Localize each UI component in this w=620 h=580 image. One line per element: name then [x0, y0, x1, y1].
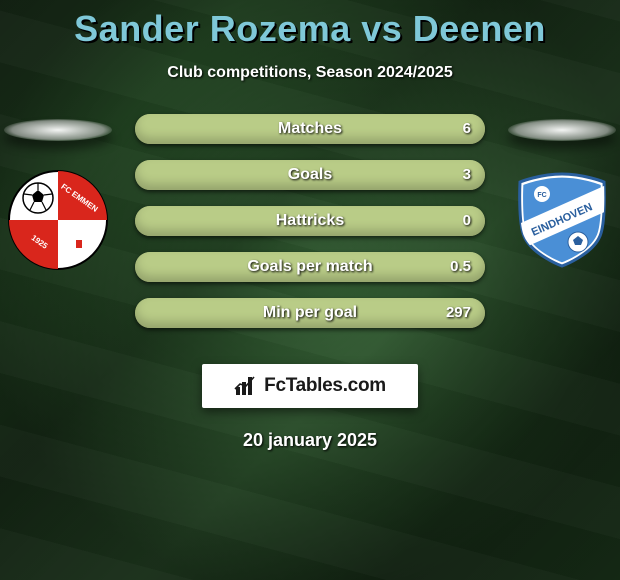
date-label: 20 january 2025 — [0, 430, 620, 451]
bar-goals: Goals 3 — [135, 160, 485, 190]
fc-eindhoven-logo-icon: EINDHOVEN FC — [512, 170, 612, 270]
bar-hattricks-label: Hattricks — [135, 206, 485, 236]
svg-text:FC: FC — [537, 192, 546, 199]
bar-matches-value: 6 — [463, 114, 471, 144]
bar-matches-label: Matches — [135, 114, 485, 144]
bar-goals-per-match: Goals per match 0.5 — [135, 252, 485, 282]
crest-shadow-right — [508, 119, 616, 141]
page-title: Sander Rozema vs Deenen — [0, 8, 620, 50]
bar-goals-value: 3 — [463, 160, 471, 190]
bar-min-per-goal: Min per goal 297 — [135, 298, 485, 328]
team-right-crest: EINDHOVEN FC — [512, 170, 612, 270]
brand-name: FcTables.com — [264, 375, 386, 397]
bar-gpm-value: 0.5 — [450, 252, 471, 282]
team-left-crest: FC EMMEN 1925 — [8, 170, 108, 270]
bar-mpg-label: Min per goal — [135, 298, 485, 328]
fc-emmen-logo-icon: FC EMMEN 1925 — [8, 170, 108, 270]
infographic: Sander Rozema vs Deenen Club competition… — [0, 0, 620, 580]
stat-bars: Matches 6 Goals 3 Hattricks 0 Goals per … — [135, 114, 485, 344]
bar-hattricks: Hattricks 0 — [135, 206, 485, 236]
bar-mpg-value: 297 — [446, 298, 471, 328]
subtitle: Club competitions, Season 2024/2025 — [0, 64, 620, 82]
bar-goals-label: Goals — [135, 160, 485, 190]
comparison-area: FC EMMEN 1925 — [0, 114, 620, 344]
brand-badge: FcTables.com — [202, 364, 418, 408]
bar-chart-icon — [234, 375, 258, 397]
bar-matches: Matches 6 — [135, 114, 485, 144]
bar-gpm-label: Goals per match — [135, 252, 485, 282]
crest-shadow-left — [4, 119, 112, 141]
bar-hattricks-value: 0 — [463, 206, 471, 236]
